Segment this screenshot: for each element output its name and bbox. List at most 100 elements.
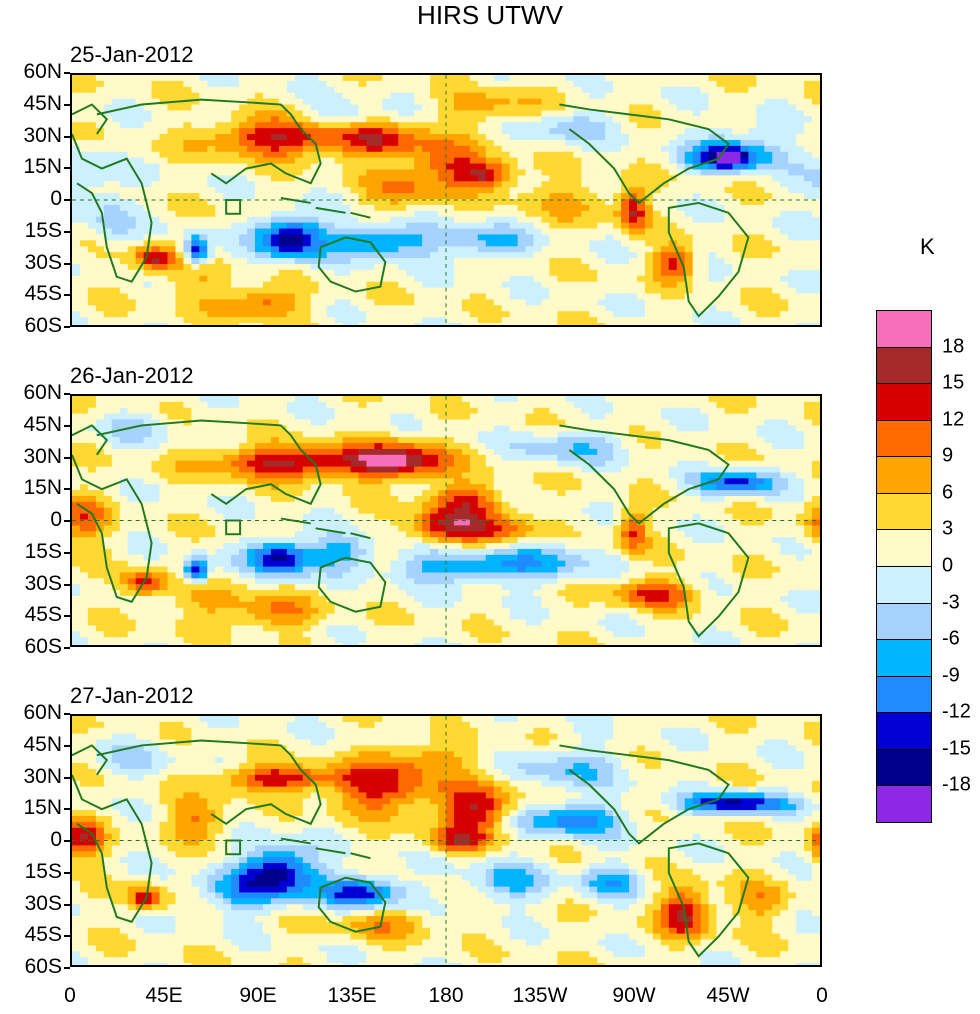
lat-label: 60N [23,701,62,724]
lat-tick [64,647,70,649]
lon-label: 90W [612,984,656,1007]
lat-tick [64,744,70,747]
panel-date-3: 27-Jan-2012 [70,683,194,708]
colorbar-swatch [876,639,932,677]
lat-tick [64,520,70,522]
coastline [72,454,153,604]
lat-label: 45N [23,91,62,115]
colorbar-label: 9 [942,444,954,467]
colorbar-label: -12 [942,700,971,723]
lat-label: 15N [23,155,62,179]
lon-label: 0 [64,984,76,1007]
lat-label: 60S [24,955,62,978]
lat-label: 60N [23,60,62,83]
lat-label: 0 [50,828,62,851]
lat-tick [64,903,70,906]
lat-tick [64,456,70,459]
lat-label: 30N [23,444,62,468]
lat-tick [64,967,70,969]
coastline [96,739,322,826]
lat-label: 30S [24,250,62,274]
lat-tick [64,262,70,265]
lat-label: 45N [23,732,62,756]
colorbar-swatch [876,529,932,567]
colorbar-label: -15 [942,737,971,760]
coastline [317,876,387,933]
lat-label: 30S [24,891,62,915]
colorbar-swatch [876,785,932,823]
colorbar-label: 18 [942,335,965,358]
lon-label: 135W [512,984,568,1007]
lat-label: 30N [23,123,62,147]
region-box [225,199,242,215]
colorbar-label: -18 [942,773,971,796]
lat-label: 0 [50,508,62,531]
lat-label: 45S [24,923,62,947]
lat-tick [64,713,70,715]
colorbar-swatch [876,748,932,787]
lat-tick [64,230,70,233]
colorbar-label: 12 [942,408,965,431]
lat-label: 45N [23,412,62,436]
lat-tick [64,776,70,779]
coastline [559,744,730,845]
field-map [72,75,820,325]
lon-label: 90E [239,984,277,1007]
lat-label: 30N [23,764,62,788]
lat-label: 30S [24,571,62,595]
coastline [72,133,153,283]
map-panel-25-jan [70,73,822,327]
colorbar-swatch [876,712,932,750]
lat-tick [64,72,70,74]
lat-label: 15N [23,796,62,820]
lat-tick [64,840,70,842]
coastline [667,842,750,958]
lat-tick [64,551,70,554]
region-box [225,519,242,536]
coastline [667,522,750,638]
coastline [72,103,109,135]
lat-label: 60S [24,314,62,337]
lat-tick [64,326,70,328]
colorbar-swatch [876,492,932,531]
lon-label: 45W [706,984,750,1007]
colorbar-swatch [876,566,932,604]
lat-tick [64,103,70,106]
lat-tick [64,935,70,938]
field-map [72,716,820,965]
colorbar-swatch [876,346,932,385]
colorbar-swatch [876,602,932,641]
lat-tick [64,488,70,491]
colorbar-label: 6 [942,481,954,504]
unit-label: K [920,234,935,259]
coastline [72,744,109,776]
colorbar-swatch [876,310,932,348]
lat-tick [64,393,70,395]
lat-tick [64,294,70,297]
field-map [72,396,820,645]
panel-date-2: 26-Jan-2012 [70,363,194,388]
colorbar-label: 0 [942,554,954,577]
coastline [317,236,387,293]
map-panel-26-jan [70,394,822,647]
coastline [96,419,322,506]
colorbar-label: -6 [942,627,960,650]
coastline [317,556,387,613]
lon-label: 180 [428,984,464,1007]
colorbar-label: -9 [942,664,960,687]
lon-label: 45E [145,984,183,1007]
lat-tick [64,167,70,170]
coastline [667,201,750,318]
lat-tick [64,615,70,618]
lat-tick [64,583,70,586]
lon-label: 135E [327,984,377,1007]
colorbar-swatch [876,419,932,458]
coastline [559,103,730,205]
lat-label: 45S [24,282,62,306]
lat-tick [64,871,70,874]
map-panel-27-jan [70,714,822,967]
lat-label: 15S [24,218,62,242]
lat-label: 45S [24,603,62,627]
coastline [72,774,153,924]
panel-date-1: 25-Jan-2012 [70,42,194,67]
